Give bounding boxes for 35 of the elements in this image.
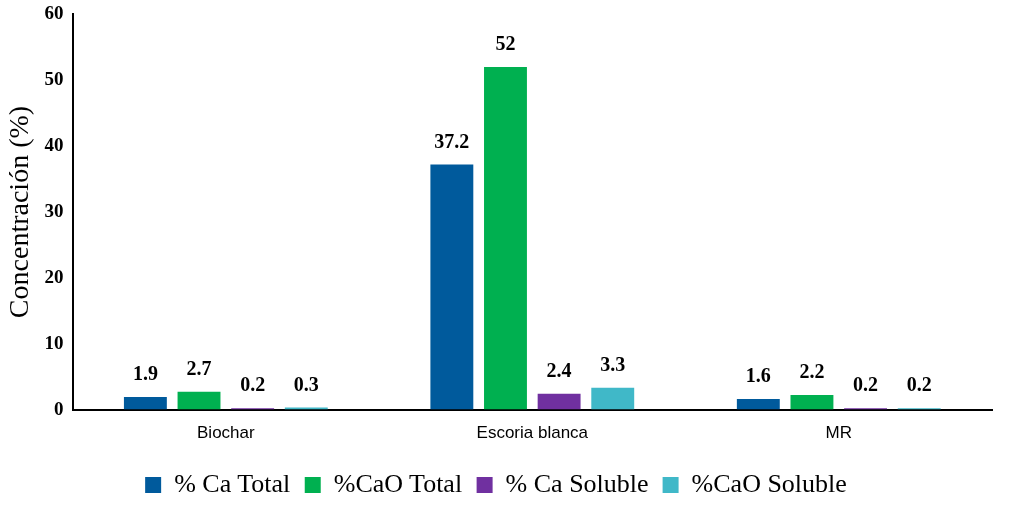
data-label: 0.2 xyxy=(853,373,879,396)
bar xyxy=(430,164,474,410)
y-tick-label: 0 xyxy=(54,397,64,419)
y-tick-label: 40 xyxy=(44,134,64,156)
data-label: 1.9 xyxy=(132,362,158,385)
y-tick-label: 30 xyxy=(44,199,64,221)
y-tick-label: 60 xyxy=(44,2,64,24)
legend-label: %CaO Soluble xyxy=(691,468,847,498)
bar xyxy=(537,393,581,410)
x-tick-label: Biochar xyxy=(197,423,255,443)
data-label: 1.6 xyxy=(745,364,771,387)
data-label: 52 xyxy=(495,32,516,55)
legend-label: % Ca Soluble xyxy=(505,468,649,498)
x-tick-label: Escoria blanca xyxy=(476,423,589,443)
data-label: 2.4 xyxy=(546,358,572,381)
data-label: 0.2 xyxy=(906,373,932,396)
x-tick-label: MR xyxy=(825,423,852,443)
data-label: 2.7 xyxy=(186,356,212,379)
data-label: 0.3 xyxy=(293,372,319,395)
y-tick-label: 50 xyxy=(44,68,64,90)
bar xyxy=(484,67,527,410)
bar xyxy=(790,395,834,410)
data-label: 2.2 xyxy=(799,360,825,383)
y-tick-label: 20 xyxy=(44,265,64,287)
legend-label: % Ca Total xyxy=(174,468,291,498)
bar xyxy=(123,397,167,410)
y-axis-title: Concentración (%) xyxy=(3,105,35,319)
data-label: 3.3 xyxy=(600,353,626,376)
y-tick-label: 10 xyxy=(44,331,64,353)
bar xyxy=(591,387,635,410)
legend-label: %CaO Total xyxy=(333,468,463,498)
bar xyxy=(177,391,221,410)
data-label: 0.2 xyxy=(240,373,266,396)
bar xyxy=(736,399,780,410)
data-label: 37.2 xyxy=(434,129,470,152)
